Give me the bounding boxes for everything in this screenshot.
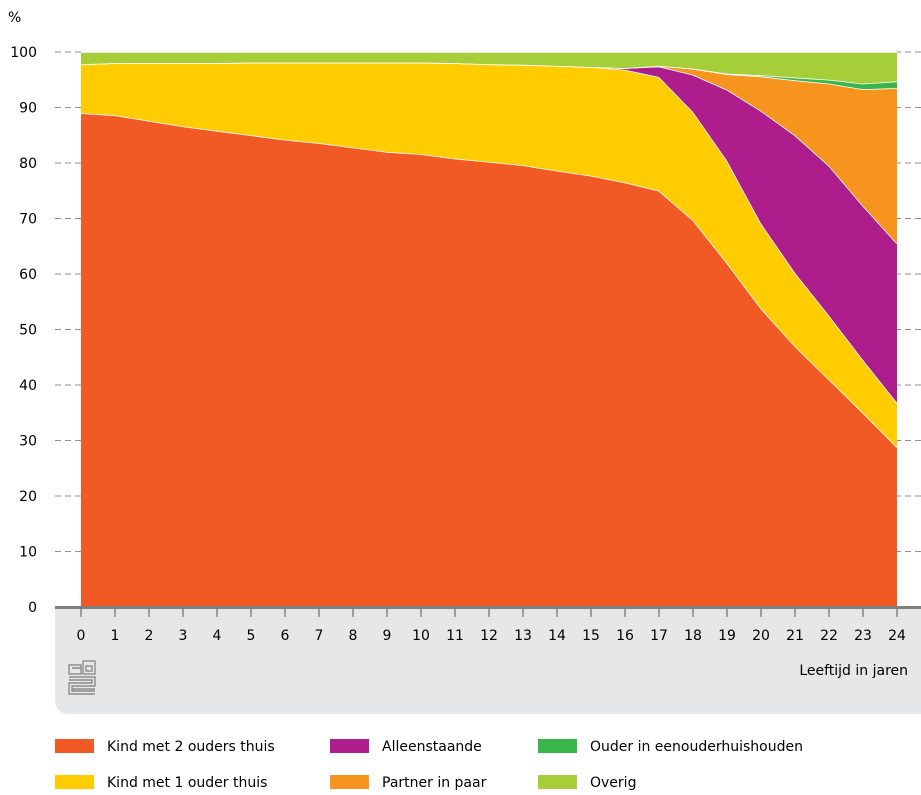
x-tick-label: 19 <box>718 628 736 644</box>
x-tick-label: 21 <box>786 628 804 644</box>
x-tick-label: 13 <box>514 628 532 644</box>
legend: Kind met 2 ouders thuis Alleenstaande Oude… <box>55 739 803 791</box>
x-tick-label: 20 <box>752 628 770 644</box>
legend-swatch <box>55 739 94 753</box>
y-tick-label: 30 <box>19 434 37 450</box>
x-tick-label: 23 <box>854 628 872 644</box>
legend-label: Kind met 2 ouders thuis <box>107 739 275 755</box>
x-tick-label: 0 <box>77 628 86 644</box>
legend-item-overig: Overig <box>538 775 636 791</box>
y-tick-label: 10 <box>19 545 37 561</box>
legend-item-alleenstaande: Alleenstaande <box>330 739 482 755</box>
legend-swatch <box>330 739 369 753</box>
legend-swatch <box>330 775 369 789</box>
x-tick-label: 10 <box>412 628 430 644</box>
legend-label: Ouder in eenouderhuishouden <box>590 739 803 755</box>
legend-label: Alleenstaande <box>382 739 482 755</box>
y-tick-label: 70 <box>19 212 37 228</box>
x-tick-label: 4 <box>213 628 222 644</box>
area-kind-met-1-ouder-thuis <box>81 62 897 448</box>
x-tick-label: 24 <box>888 628 906 644</box>
legend-swatch <box>538 739 577 753</box>
y-tick-label: 50 <box>19 323 37 339</box>
x-tick-label: 2 <box>145 628 154 644</box>
x-tick-label: 12 <box>480 628 498 644</box>
x-tick-label: 22 <box>820 628 838 644</box>
area-series <box>80 51 898 608</box>
legend-item-kind-met-1-ouder-thuis: Kind met 1 ouder thuis <box>55 775 267 791</box>
legend-item-partner-in-paar: Partner in paar <box>330 775 487 791</box>
legend-label: Kind met 1 ouder thuis <box>107 775 267 791</box>
x-tick-label: 14 <box>548 628 566 644</box>
y-tick-label: 80 <box>19 156 37 172</box>
x-tick-label: 1 <box>111 628 120 644</box>
y-tick-label: 0 <box>28 600 37 616</box>
legend-label: Overig <box>590 775 636 791</box>
y-tick-label: 90 <box>19 101 37 117</box>
cbs-logo-icon <box>68 660 96 695</box>
legend-swatch <box>538 775 577 789</box>
x-tick-label: 9 <box>383 628 392 644</box>
x-axis-title: Leeftijd in jaren <box>799 663 908 679</box>
x-tick-label: 7 <box>315 628 324 644</box>
y-tick-label: 60 <box>19 267 37 283</box>
x-tick-label: 16 <box>616 628 634 644</box>
x-axis-tick-labels: 0 1 2 3 4 5 6 7 8 9 10 11 12 13 14 15 16 17 18 19 20 21 22 23 24 <box>77 628 906 644</box>
y-axis-tick-labels: 0 10 20 30 40 50 60 70 80 90 100 <box>10 45 37 616</box>
y-axis-unit: % <box>8 10 21 26</box>
legend-item-kind-met-2-ouders-thuis: Kind met 2 ouders thuis <box>55 739 275 755</box>
legend-swatch <box>55 775 94 789</box>
x-axis-tick-marks <box>80 606 898 617</box>
x-tick-label: 3 <box>179 628 188 644</box>
x-tick-label: 5 <box>247 628 256 644</box>
legend-label: Partner in paar <box>382 775 487 791</box>
x-tick-label: 11 <box>446 628 464 644</box>
x-tick-label: 18 <box>684 628 702 644</box>
legend-item-ouder-in-eenouderhuishouden: Ouder in eenouderhuishouden <box>538 739 803 755</box>
x-tick-label: 17 <box>650 628 668 644</box>
y-tick-label: 20 <box>19 489 37 505</box>
x-tick-label: 15 <box>582 628 600 644</box>
area-kind-met-2-ouders-thuis <box>81 113 897 608</box>
y-tick-label: 100 <box>10 45 37 61</box>
area-overig <box>81 52 897 84</box>
y-tick-label: 40 <box>19 378 37 394</box>
x-tick-label: 6 <box>281 628 290 644</box>
x-axis-band <box>55 608 921 714</box>
x-tick-label: 8 <box>349 628 358 644</box>
